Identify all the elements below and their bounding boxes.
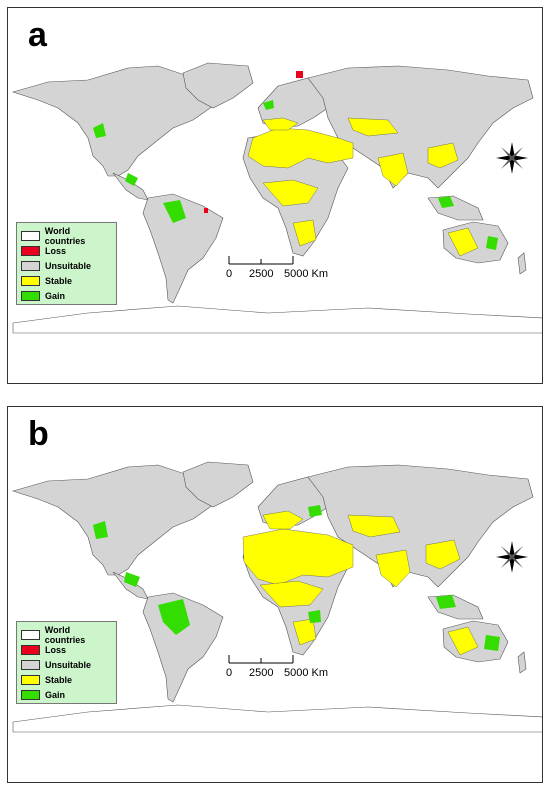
region-stable-east-asia xyxy=(425,539,461,570)
panel-label-b: b xyxy=(28,415,49,453)
scale-tick-0: 0 xyxy=(226,268,233,280)
landmass-south-america xyxy=(142,193,224,304)
region-stable-sahel xyxy=(262,179,319,207)
scale-bar-line xyxy=(228,256,294,265)
world-map-b xyxy=(11,461,542,733)
landmass-greenland xyxy=(182,461,254,508)
swatch xyxy=(21,659,40,670)
region-stable-sahel xyxy=(259,580,324,608)
swatch xyxy=(21,275,40,286)
region-gain-north-america xyxy=(93,123,106,138)
landmass-new-zealand xyxy=(517,651,527,674)
legend-item-unsuitable: Unsuitable xyxy=(21,258,112,273)
legend-label: Unsuitable xyxy=(45,260,92,271)
swatch xyxy=(21,230,40,241)
region-gain-australia xyxy=(484,635,500,651)
region-stable-south-asia xyxy=(377,152,409,187)
region-stable-europe xyxy=(262,510,304,530)
legend-a: World countries Loss Unsuitable Stable G… xyxy=(16,222,117,305)
region-gain-africa xyxy=(308,610,321,623)
region-stable-australia xyxy=(447,227,479,257)
region-gain-south-america xyxy=(163,200,186,223)
region-loss-south-america xyxy=(204,208,208,213)
region-gain-central-america xyxy=(125,173,138,186)
legend-label: World countries xyxy=(44,225,86,246)
region-stable-mediterranean xyxy=(247,127,354,169)
map-panel-b: b World countries Loss Unsuitable Stable… xyxy=(7,406,543,783)
region-loss-europe xyxy=(296,71,303,78)
scale-bar-line xyxy=(228,655,294,664)
scale-tick-5000: 5000 Km xyxy=(284,667,329,679)
legend-label: World countries xyxy=(44,624,86,645)
region-gain-central-america xyxy=(124,572,140,587)
landmass-greenland xyxy=(182,62,254,109)
landmass-antarctica xyxy=(12,305,542,334)
landmass-southeast-asia xyxy=(427,195,484,221)
north-arrow-compass-icon xyxy=(496,541,528,573)
legend-label: Gain xyxy=(45,689,66,700)
legend-item-loss: Loss xyxy=(21,243,112,258)
legend-b: World countries Loss Unsuitable Stable G… xyxy=(16,621,117,704)
region-stable-southern-africa xyxy=(292,618,317,646)
world-map-a xyxy=(11,62,542,334)
region-gain-north-america xyxy=(93,521,108,539)
region-gain-australia xyxy=(486,236,498,250)
panel-label-a: a xyxy=(28,16,47,54)
legend-item-world-countries: World countries xyxy=(21,225,112,246)
legend-label: Stable xyxy=(45,674,73,685)
landmass-north-america xyxy=(11,65,239,177)
region-gain-europe xyxy=(308,505,322,517)
scale-bar-a: 0 2500 5000 Km xyxy=(223,255,343,295)
swatch xyxy=(21,689,40,700)
swatch xyxy=(21,629,40,640)
legend-item-stable: Stable xyxy=(21,273,112,288)
landmass-antarctica xyxy=(12,704,542,733)
scale-tick-2500: 2500 xyxy=(249,268,274,280)
legend-label: Unsuitable xyxy=(45,659,92,670)
scale-bar-b: 0 2500 5000 Km xyxy=(223,654,343,694)
landmass-north-america xyxy=(11,464,239,576)
region-stable-south-asia xyxy=(375,549,411,588)
swatch xyxy=(21,644,40,655)
legend-item-stable: Stable xyxy=(21,672,112,687)
north-arrow-compass-icon xyxy=(496,142,528,174)
region-stable-east-asia xyxy=(427,142,459,169)
landmass-new-zealand xyxy=(517,252,527,275)
region-gain-southeast-asia xyxy=(438,196,454,208)
legend-item-gain: Gain xyxy=(21,288,112,303)
region-gain-south-america xyxy=(158,599,190,635)
scale-tick-0: 0 xyxy=(226,667,233,679)
legend-item-unsuitable: Unsuitable xyxy=(21,657,112,672)
map-panel-a: a World countries Loss Unsuitable Stable… xyxy=(7,7,543,384)
swatch xyxy=(21,245,40,256)
swatch xyxy=(21,674,40,685)
legend-item-gain: Gain xyxy=(21,687,112,702)
swatch xyxy=(21,260,40,271)
scale-tick-5000: 5000 Km xyxy=(284,268,329,280)
legend-label: Gain xyxy=(45,290,66,301)
scale-tick-2500: 2500 xyxy=(249,667,274,679)
legend-label: Loss xyxy=(45,245,67,256)
legend-label: Loss xyxy=(45,644,67,655)
legend-item-loss: Loss xyxy=(21,642,112,657)
region-gain-europe xyxy=(263,100,274,110)
swatch xyxy=(21,290,40,301)
region-gain-southeast-asia xyxy=(436,595,456,609)
legend-item-world-countries: World countries xyxy=(21,624,112,645)
region-stable-middle-east xyxy=(347,514,401,538)
region-stable-europe xyxy=(262,117,299,131)
region-stable-australia xyxy=(447,626,479,656)
region-stable-southern-africa xyxy=(292,219,317,247)
region-stable-north-africa xyxy=(242,528,354,586)
region-stable-middle-east xyxy=(347,117,399,137)
legend-label: Stable xyxy=(45,275,73,286)
